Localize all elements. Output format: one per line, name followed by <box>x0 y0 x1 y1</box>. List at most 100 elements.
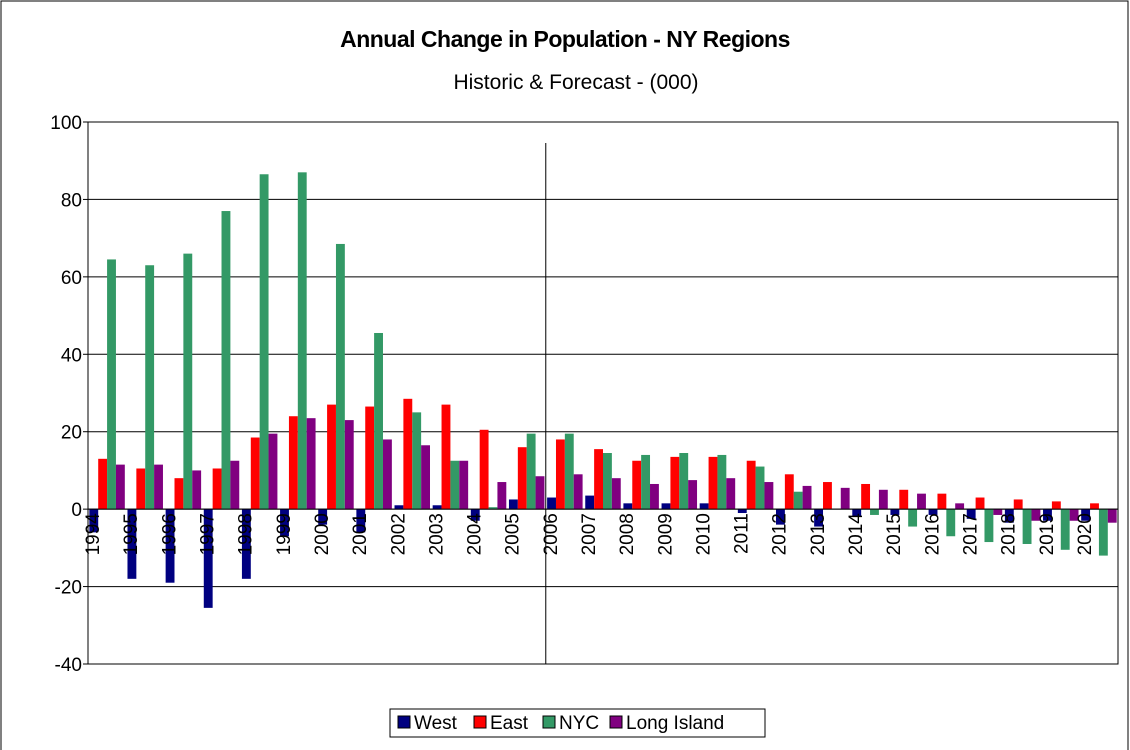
bar <box>403 398 413 510</box>
bar <box>136 468 146 510</box>
bar <box>1043 509 1052 521</box>
bar <box>890 509 900 515</box>
legend-label: Long Island <box>626 713 724 734</box>
chart-title: Annual Change in Population - NY Regions <box>340 26 790 52</box>
bar <box>306 418 316 510</box>
bar <box>441 404 451 510</box>
x-tick-label: 1994 <box>83 513 104 556</box>
bar <box>764 482 774 510</box>
bar <box>212 468 222 510</box>
legend-swatch <box>542 715 556 729</box>
x-tick-label: 2015 <box>884 513 905 555</box>
x-tick-label: 2003 <box>426 513 447 555</box>
x-tick-label: 1999 <box>274 513 295 555</box>
bar <box>908 509 918 527</box>
x-tick-label: 2007 <box>579 513 600 555</box>
bar <box>327 404 336 510</box>
bar <box>688 480 698 510</box>
bar <box>497 482 507 510</box>
bar <box>679 453 689 510</box>
bar <box>250 437 260 510</box>
bar <box>755 466 765 510</box>
bar <box>459 460 469 510</box>
bar <box>966 509 976 519</box>
x-tick-label: 2004 <box>465 513 486 556</box>
plot-area <box>87 121 1119 665</box>
x-tick-label: 2001 <box>350 513 371 555</box>
bar <box>488 507 498 510</box>
y-tick-label: 0 <box>71 500 82 521</box>
x-tick-label: 2018 <box>999 513 1020 555</box>
bar <box>192 470 202 510</box>
bar <box>89 509 99 533</box>
bar <box>670 456 680 510</box>
x-tick-label: 2017 <box>960 513 981 555</box>
legend-swatch <box>609 715 623 729</box>
bar <box>564 433 574 510</box>
x-tick-label: 2020 <box>1075 513 1096 555</box>
bar <box>611 478 621 510</box>
bar <box>594 449 603 510</box>
legend-box <box>389 708 766 738</box>
bar <box>374 332 383 510</box>
bar <box>1013 499 1023 510</box>
x-tick-label: 2019 <box>1037 513 1058 555</box>
bar <box>450 460 460 510</box>
bar <box>641 454 651 510</box>
bar <box>1031 509 1041 521</box>
x-tick-label: 2014 <box>846 513 867 556</box>
bar <box>708 456 718 510</box>
bar <box>221 211 231 510</box>
legend-label: NYC <box>559 713 599 734</box>
bar <box>421 445 431 510</box>
bar <box>280 509 289 537</box>
bar <box>1090 503 1099 510</box>
bar <box>241 509 251 579</box>
bar <box>344 420 354 510</box>
bar <box>1060 509 1070 550</box>
bar <box>726 478 736 510</box>
x-tick-label: 2011 <box>732 513 753 554</box>
bar <box>937 493 947 510</box>
bar <box>585 495 595 510</box>
bar <box>230 460 240 510</box>
x-tick-label: 2000 <box>312 513 333 555</box>
bar <box>793 491 803 510</box>
bar <box>517 447 527 510</box>
x-tick-label: 2009 <box>655 513 676 555</box>
bar <box>1022 509 1032 544</box>
bar <box>288 416 298 510</box>
bar <box>318 509 328 525</box>
bar <box>1069 509 1079 521</box>
bar <box>356 509 366 533</box>
y-tick-label: -20 <box>55 578 82 599</box>
bar <box>98 458 108 510</box>
bar <box>115 464 125 510</box>
bar <box>526 433 536 510</box>
bar <box>993 509 1003 515</box>
y-tick-label: -40 <box>55 655 82 676</box>
y-tick-label: 20 <box>61 423 82 444</box>
bar <box>870 509 879 515</box>
bar <box>107 259 116 510</box>
bar <box>928 509 938 515</box>
bar <box>145 265 155 510</box>
bar <box>127 509 137 579</box>
bar <box>661 503 671 510</box>
x-tick-label: 1998 <box>236 513 257 555</box>
bar <box>394 505 404 510</box>
x-tick-label: 2005 <box>503 513 524 555</box>
bar <box>814 509 824 527</box>
bar <box>699 503 709 510</box>
bar <box>737 509 747 514</box>
bar <box>878 489 888 510</box>
bar <box>535 476 545 510</box>
bar <box>365 406 375 510</box>
y-tick-label: 100 <box>50 113 82 134</box>
x-tick-label: 2012 <box>770 513 791 555</box>
bar <box>479 429 489 510</box>
bar <box>746 460 756 510</box>
bar <box>946 509 956 537</box>
bar <box>547 497 556 510</box>
